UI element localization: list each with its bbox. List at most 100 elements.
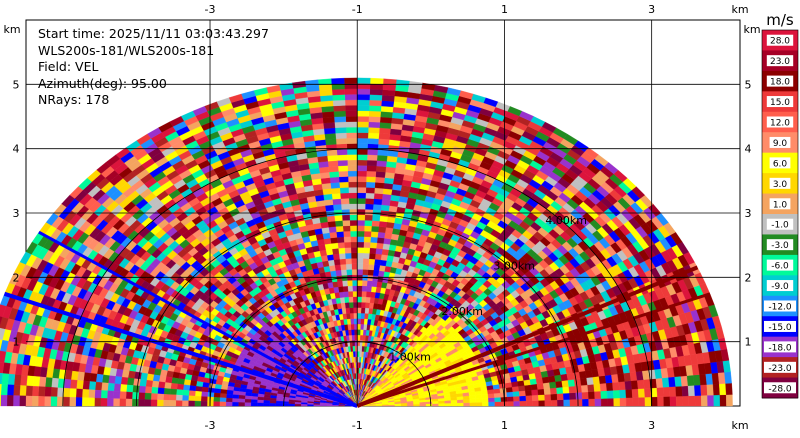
velocity-cell xyxy=(573,378,582,387)
velocity-cell xyxy=(725,382,733,395)
velocity-cell xyxy=(341,214,350,221)
velocity-cell xyxy=(366,280,373,287)
velocity-cell xyxy=(475,402,483,407)
velocity-cell xyxy=(357,329,361,336)
velocity-cell xyxy=(357,159,368,166)
velocity-cell xyxy=(342,285,349,292)
velocity-cell xyxy=(511,386,520,392)
velocity-cell xyxy=(343,230,351,238)
velocity-cell xyxy=(525,395,533,401)
velocity-cell xyxy=(581,391,589,400)
velocity-cell xyxy=(353,323,358,330)
velocity-field xyxy=(0,77,733,408)
velocity-cell xyxy=(351,258,358,265)
velocity-cell xyxy=(346,137,358,144)
velocity-cell xyxy=(357,176,367,183)
velocity-cell xyxy=(556,386,564,394)
velocity-cell xyxy=(374,182,385,189)
velocity-cell xyxy=(357,116,369,122)
velocity-cell xyxy=(675,395,683,407)
velocity-cell xyxy=(650,396,658,407)
velocity-cell xyxy=(362,269,369,276)
velocity-cell xyxy=(335,132,347,139)
velocity-cell xyxy=(346,269,353,276)
velocity-cell xyxy=(357,312,362,319)
velocity-cell xyxy=(338,176,349,183)
velocity-cell xyxy=(619,389,627,399)
velocity-cell xyxy=(357,143,368,150)
velocity-cell xyxy=(494,397,502,402)
velocity-cell xyxy=(369,94,383,101)
velocity-cell xyxy=(699,373,707,386)
velocity-cell xyxy=(350,252,358,259)
velocity-cell xyxy=(367,264,375,271)
velocity-cell xyxy=(376,160,387,167)
velocity-cell xyxy=(593,383,601,392)
velocity-cell xyxy=(357,110,370,117)
velocity-cell xyxy=(364,225,372,232)
velocity-cell xyxy=(337,165,348,172)
velocity-cell xyxy=(475,394,483,399)
velocity-cell xyxy=(357,323,361,330)
velocity-cell xyxy=(586,376,594,386)
velocity-cell xyxy=(719,394,727,407)
velocity-cell xyxy=(367,132,380,139)
velocity-cell xyxy=(544,399,552,407)
velocity-cell xyxy=(368,110,381,118)
velocity-cell xyxy=(619,397,627,407)
velocity-cell xyxy=(340,198,350,205)
velocity-cell xyxy=(344,99,358,106)
velocity-cell xyxy=(531,394,539,401)
velocity-cell xyxy=(694,384,702,396)
velocity-cell xyxy=(357,258,364,265)
velocity-cell xyxy=(363,241,371,248)
velocity-cell xyxy=(368,127,380,134)
velocity-cell xyxy=(347,154,358,161)
velocity-cell xyxy=(365,187,375,194)
velocity-cell xyxy=(359,345,363,352)
velocity-cell xyxy=(378,220,387,228)
velocity-cell xyxy=(360,312,365,319)
velocity-cell xyxy=(656,387,664,397)
velocity-cell xyxy=(618,381,626,391)
velocity-cell xyxy=(332,198,342,205)
velocity-cell xyxy=(354,334,358,341)
velocity-cell xyxy=(357,280,363,286)
velocity-cell xyxy=(344,296,350,303)
velocity-cell xyxy=(512,390,520,397)
velocity-cell xyxy=(505,386,513,393)
velocity-cell xyxy=(334,121,347,128)
velocity-cell xyxy=(372,204,382,211)
velocity-cell xyxy=(321,105,334,113)
velocity-cell xyxy=(630,380,639,390)
velocity-cell xyxy=(359,329,364,336)
velocity-cell xyxy=(567,379,576,387)
velocity-cell xyxy=(347,280,353,287)
velocity-cell xyxy=(365,198,374,205)
velocity-cell xyxy=(347,176,358,183)
velocity-cell xyxy=(513,395,520,402)
velocity-cell xyxy=(331,248,340,255)
velocity-cell xyxy=(379,122,392,129)
velocity-cell xyxy=(377,270,385,277)
velocity-cell xyxy=(380,254,388,261)
velocity-cell xyxy=(581,384,589,393)
velocity-cell xyxy=(357,318,361,325)
velocity-cell xyxy=(687,385,696,397)
velocity-cell xyxy=(524,384,532,391)
velocity-cell xyxy=(350,241,358,248)
velocity-cell xyxy=(362,252,370,259)
velocity-cell xyxy=(638,397,646,407)
velocity-cell xyxy=(644,396,652,407)
velocity-cell xyxy=(357,219,365,226)
velocity-cell xyxy=(587,384,595,393)
velocity-cell xyxy=(345,126,358,133)
velocity-cell xyxy=(544,394,552,401)
velocity-cell xyxy=(366,154,378,161)
velocity-cell xyxy=(360,323,364,330)
velocity-cell xyxy=(371,220,380,227)
velocity-cell xyxy=(374,253,382,260)
velocity-cell xyxy=(373,264,381,271)
velocity-cell xyxy=(364,209,374,216)
velocity-cell xyxy=(336,236,345,243)
